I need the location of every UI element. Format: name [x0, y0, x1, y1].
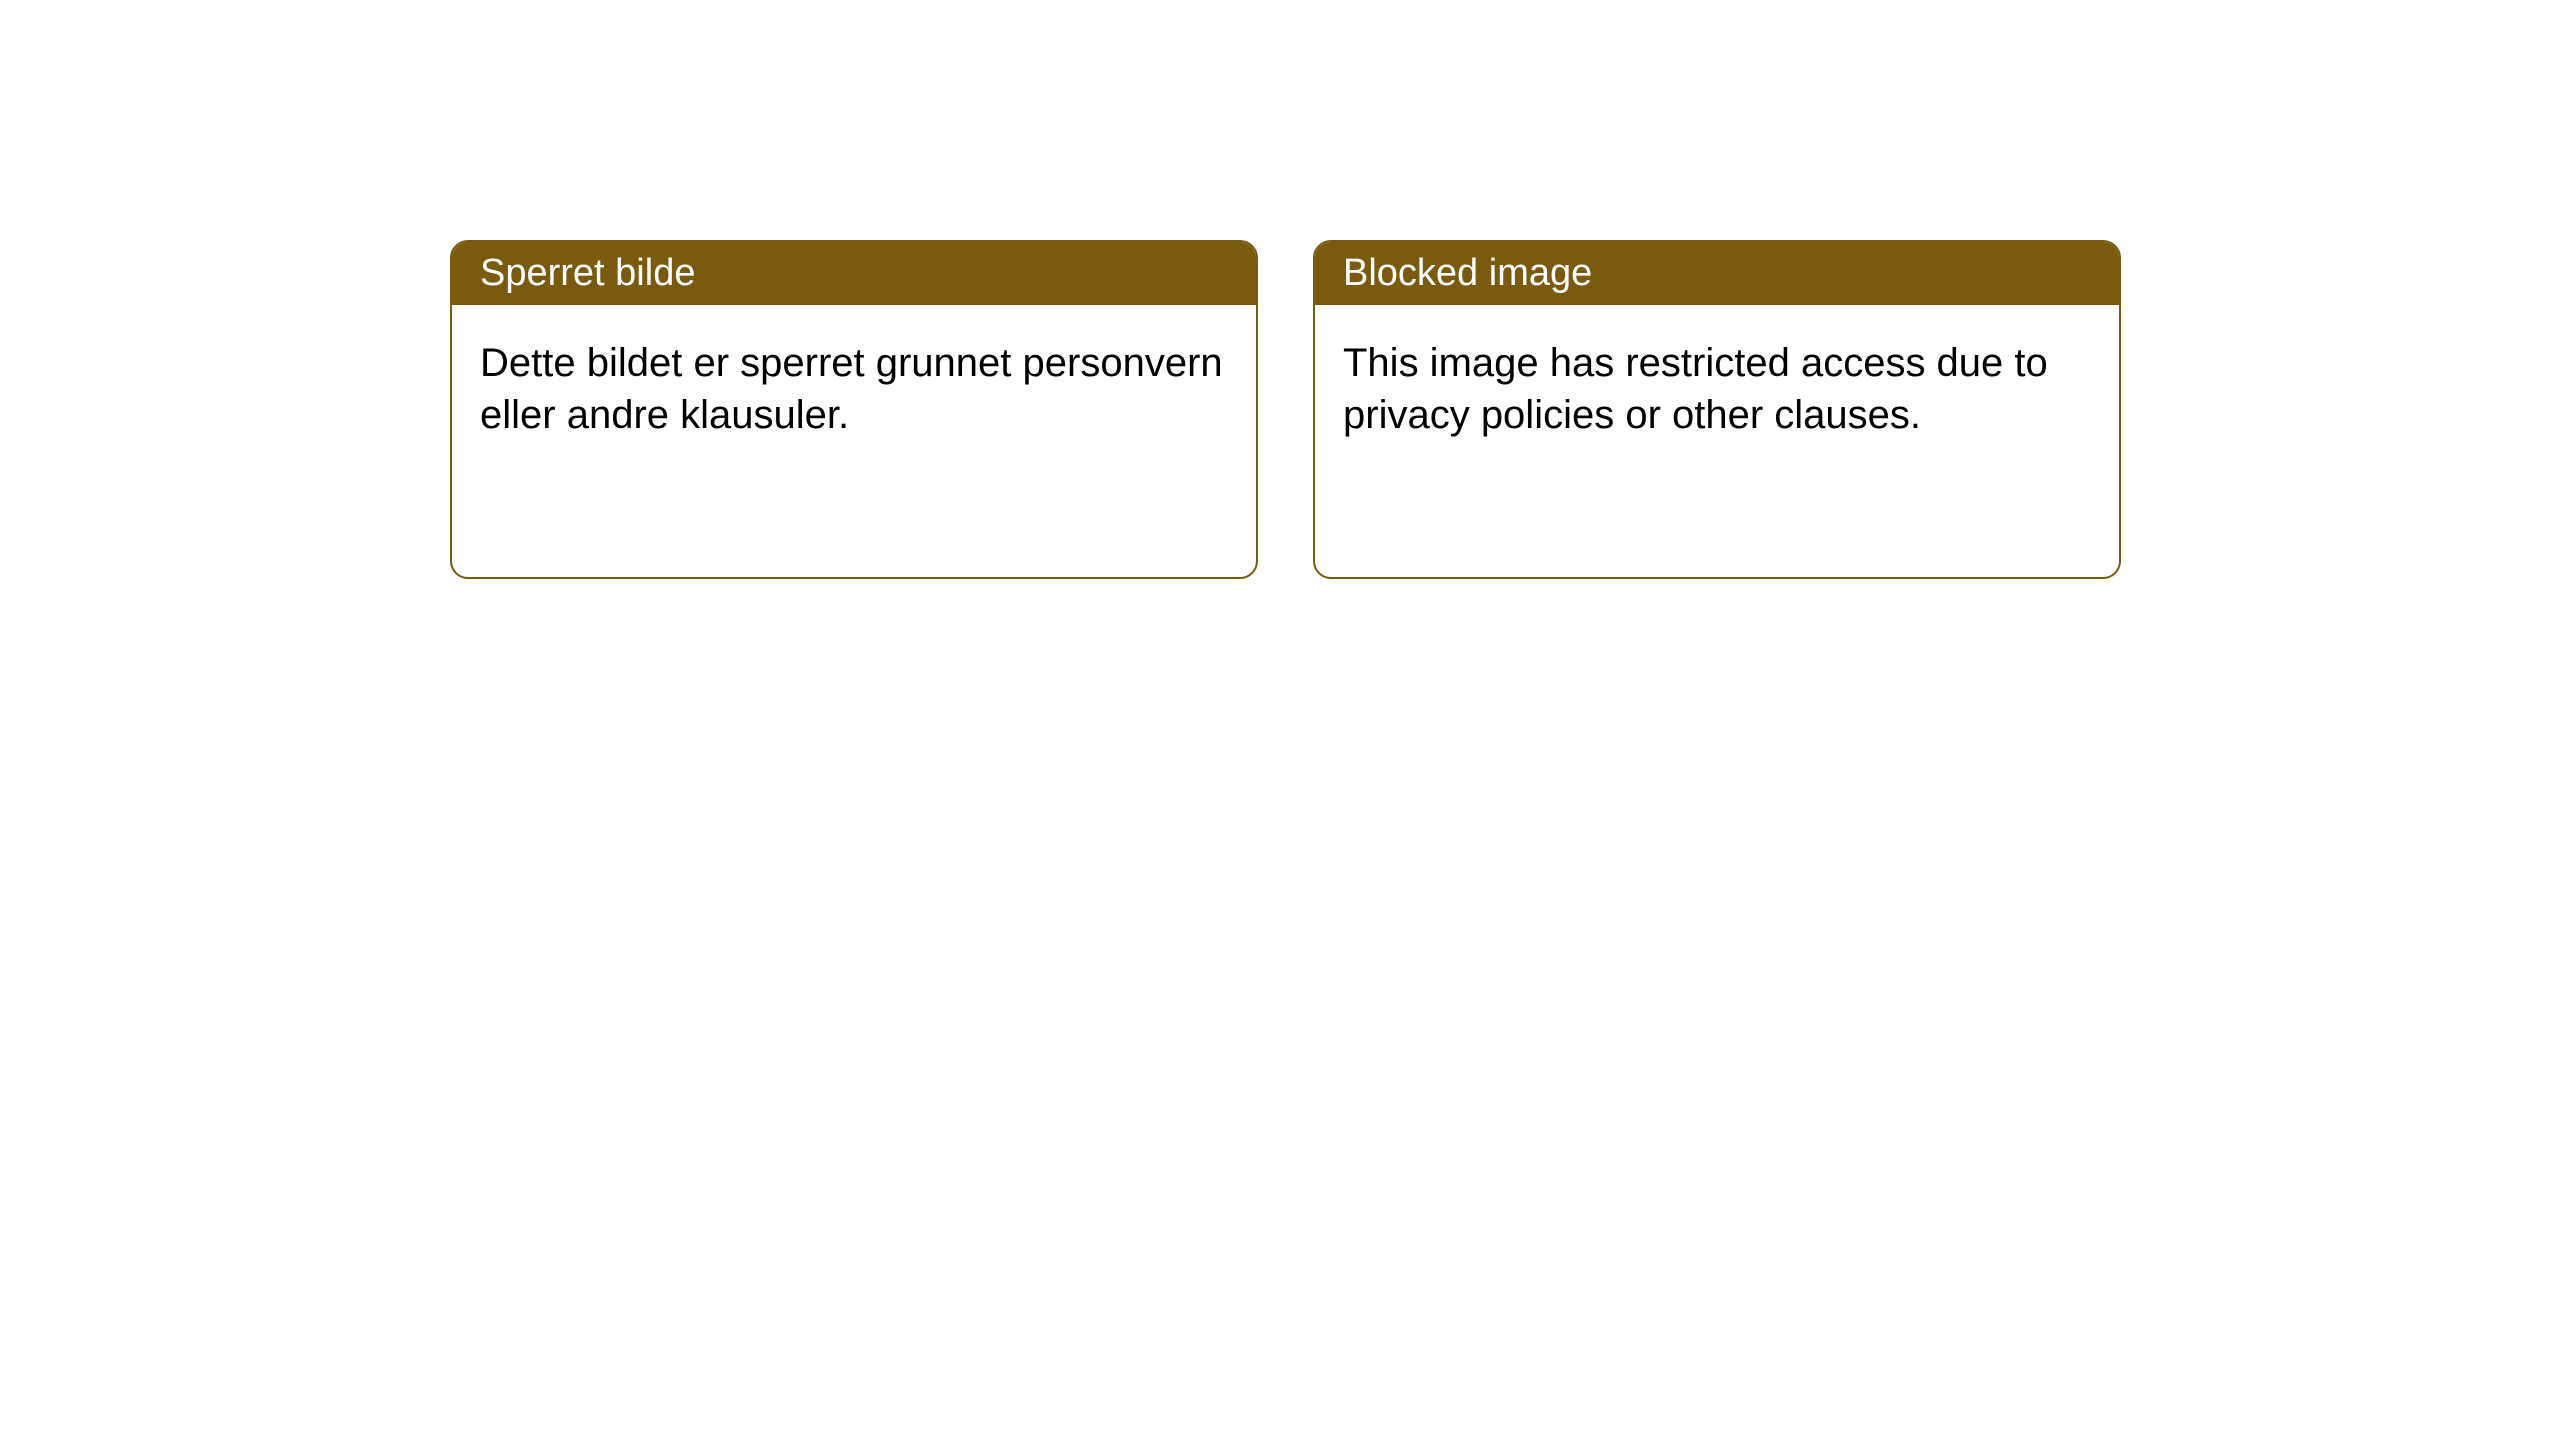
notice-card-english: Blocked image This image has restricted …	[1313, 240, 2121, 579]
notice-card-norwegian: Sperret bilde Dette bildet er sperret gr…	[450, 240, 1258, 579]
notice-body: Dette bildet er sperret grunnet personve…	[452, 305, 1256, 577]
notice-container: Sperret bilde Dette bildet er sperret gr…	[0, 0, 2560, 579]
notice-header: Blocked image	[1315, 242, 2119, 305]
notice-body: This image has restricted access due to …	[1315, 305, 2119, 577]
notice-message: This image has restricted access due to …	[1343, 341, 2048, 437]
notice-message: Dette bildet er sperret grunnet personve…	[480, 341, 1223, 437]
notice-title: Blocked image	[1343, 252, 1592, 294]
notice-title: Sperret bilde	[480, 252, 695, 294]
notice-header: Sperret bilde	[452, 242, 1256, 305]
